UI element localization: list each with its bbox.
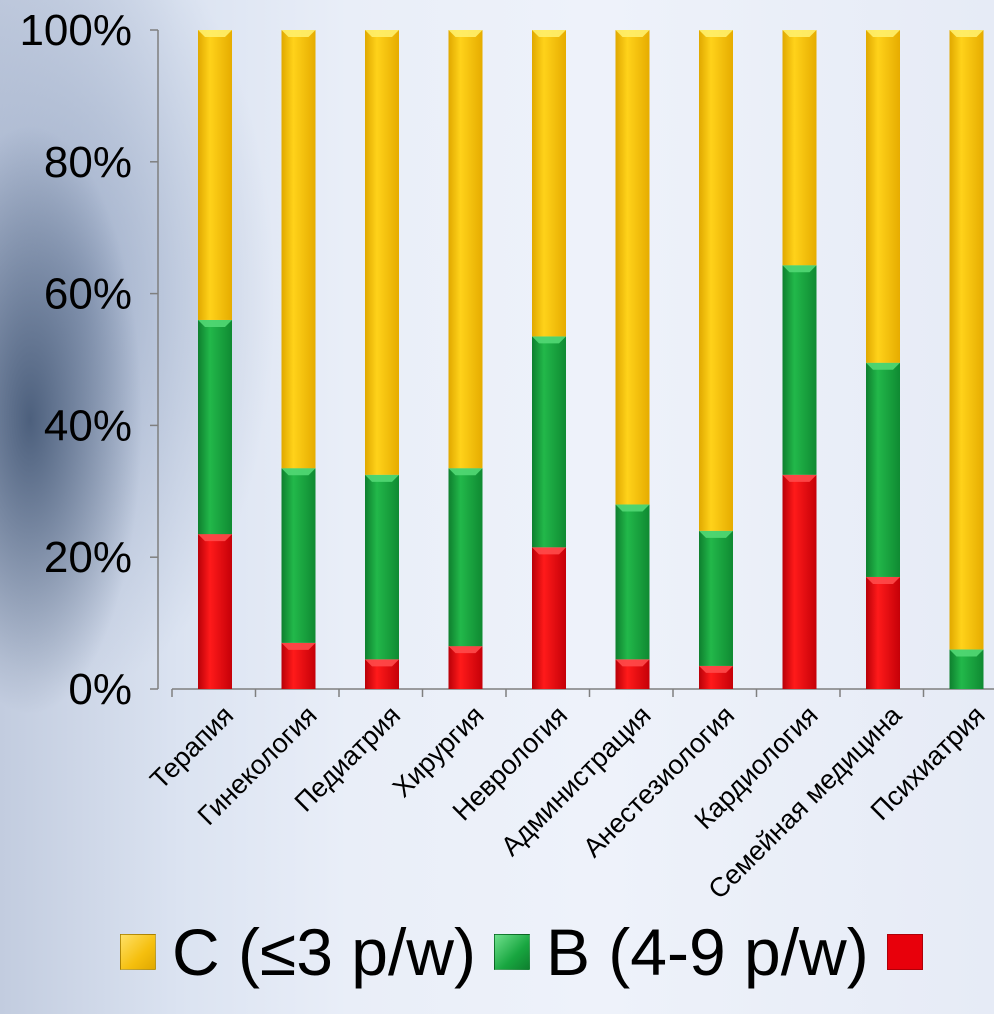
- bar-cap: [866, 30, 900, 37]
- bar-cap: [949, 649, 984, 657]
- bar-segment-c: [866, 30, 900, 363]
- bar-segment-b: [782, 265, 817, 475]
- labels: 0%20%40%60%80%100%ТерапияГинекологияПеди…: [19, 6, 990, 900]
- bar-cap: [198, 534, 232, 542]
- bar-segment-a: [782, 474, 817, 689]
- bar-segment-a: [198, 534, 232, 689]
- x-tick-label: Анестезиология: [577, 700, 740, 863]
- y-tick-label: 100%: [19, 6, 132, 55]
- bar-cap: [949, 30, 984, 37]
- bar-segment-b: [699, 530, 733, 666]
- bar-segment-c: [448, 30, 483, 469]
- bar-cap: [532, 30, 566, 37]
- bar-cap: [532, 336, 566, 344]
- bar-cap: [699, 30, 733, 37]
- y-tick-label: 40%: [44, 401, 132, 450]
- bar-segment-c: [532, 30, 566, 337]
- bar-cap: [448, 30, 483, 37]
- y-tick-label: 20%: [44, 533, 132, 582]
- x-tick-label: Администрация: [495, 700, 657, 862]
- y-tick-label: 80%: [44, 138, 132, 187]
- bar-segment-a: [532, 547, 566, 689]
- legend-label-c: C (≤3 p/w): [172, 915, 476, 989]
- legend-swatch-c: [120, 934, 156, 970]
- bar-segment-c: [949, 30, 984, 650]
- y-tick-label: 0%: [68, 665, 132, 714]
- legend-item-c: C (≤3 p/w): [120, 914, 476, 990]
- bar-cap: [365, 30, 399, 37]
- bar-segment-c: [198, 30, 232, 320]
- bar-cap: [365, 474, 399, 482]
- bar-cap: [365, 659, 399, 667]
- bar-segment-b: [365, 474, 399, 660]
- bar-segment-c: [782, 30, 817, 266]
- bar-segment-c: [365, 30, 399, 475]
- bar-cap: [448, 468, 483, 476]
- bar-cap: [782, 265, 817, 273]
- bar-cap: [281, 642, 316, 650]
- bar-segment-b: [615, 504, 650, 660]
- bar-segment-c: [615, 30, 650, 505]
- bar-segment-a: [866, 576, 900, 689]
- legend-item-b: B (4-9 p/w): [493, 914, 869, 990]
- legend-label-b: B (4-9 p/w): [545, 915, 869, 989]
- bar-segment-b: [198, 319, 232, 535]
- legend-swatch-b: [493, 934, 530, 970]
- bar-cap: [198, 30, 232, 37]
- legend-swatch-a: [886, 934, 923, 970]
- bar-segment-b: [532, 336, 566, 548]
- bar-cap: [198, 319, 232, 327]
- bar-cap: [281, 468, 316, 476]
- bars: [198, 30, 984, 689]
- bar-segment-a: [281, 642, 316, 689]
- bar-cap: [615, 30, 650, 37]
- bar-segment-a: [448, 646, 483, 689]
- bar-segment-c: [281, 30, 316, 469]
- bar-cap: [281, 30, 316, 37]
- bar-cap: [615, 659, 650, 667]
- bar-cap: [782, 474, 817, 482]
- y-tick-label: 60%: [44, 270, 132, 319]
- bar-cap: [615, 504, 650, 512]
- legend-item-a-partial: [886, 934, 939, 970]
- bar-cap: [448, 646, 483, 654]
- bar-cap: [532, 547, 566, 555]
- bar-segment-b: [866, 362, 900, 577]
- bar-cap: [782, 30, 817, 37]
- bar-cap: [866, 576, 900, 584]
- bar-segment-b: [281, 468, 316, 643]
- bar-segment-c: [699, 30, 733, 531]
- bar-cap: [699, 665, 733, 673]
- bar-segment-b: [448, 468, 483, 647]
- chart: 0%20%40%60%80%100%ТерапияГинекологияПеди…: [19, 6, 994, 900]
- bar-cap: [699, 530, 733, 538]
- bar-cap: [866, 362, 900, 370]
- legend: C (≤3 p/w) B (4-9 p/w): [120, 912, 957, 992]
